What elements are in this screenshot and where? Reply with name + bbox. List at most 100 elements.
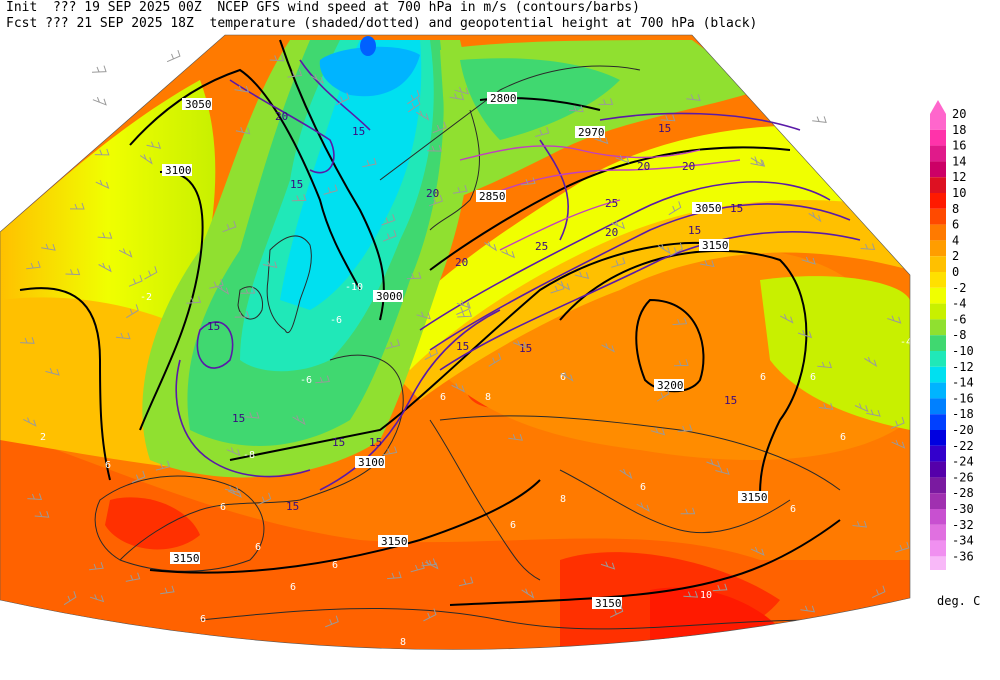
label-bg xyxy=(592,597,622,609)
wind-barb xyxy=(656,387,670,402)
legend-label: -32 xyxy=(952,518,974,532)
wind-barb xyxy=(712,583,728,592)
wind-barb xyxy=(454,86,469,95)
temp-hot-iberia xyxy=(105,497,200,550)
wind-label: 15 xyxy=(332,436,345,449)
wind-barb xyxy=(818,403,834,410)
label-bg xyxy=(355,456,385,468)
legend-label: -18 xyxy=(952,407,974,421)
wind-barb xyxy=(315,375,330,384)
label-bg xyxy=(487,92,517,104)
wind-barb xyxy=(69,202,85,210)
wind-barb xyxy=(336,92,350,106)
wind-barb xyxy=(240,286,256,294)
wind-label: 15 xyxy=(519,342,532,355)
temp-label: -6 xyxy=(330,315,342,326)
wind-barb xyxy=(750,156,764,167)
wind-barb xyxy=(535,126,550,137)
legend-label: -10 xyxy=(952,344,974,358)
wind-barb xyxy=(817,361,833,369)
wind-label: 15 xyxy=(658,122,671,135)
wind-barb xyxy=(387,571,402,580)
british-isles xyxy=(266,235,312,333)
contour-3150-north xyxy=(229,241,721,461)
height-label: 2800 xyxy=(490,92,517,105)
temp-label: 6 xyxy=(290,582,296,593)
legend-label: 4 xyxy=(952,233,959,247)
wind-barb xyxy=(155,460,171,471)
wind-barb xyxy=(23,417,37,427)
height-label: 3150 xyxy=(381,535,408,548)
wind-barb xyxy=(556,281,571,291)
wind-barb xyxy=(686,94,701,101)
height-label: 2850 xyxy=(479,190,506,203)
wind-barb xyxy=(186,296,202,304)
temp-east-cool xyxy=(760,276,910,430)
legend-label: 8 xyxy=(952,202,959,216)
temp-label: -8 xyxy=(243,450,255,461)
temp-label: 6 xyxy=(220,502,226,513)
wind-barb xyxy=(458,576,474,587)
wind-barb xyxy=(209,279,224,289)
temperature-field xyxy=(0,35,910,650)
temp-north-atlantic xyxy=(0,80,216,330)
height-label: 3200 xyxy=(657,379,684,392)
temp-label: 2 xyxy=(40,432,46,443)
temp-label: -10 xyxy=(345,282,363,293)
legend-swatch xyxy=(930,145,946,162)
wind-contours-strong xyxy=(459,145,741,251)
wind-label: 15 xyxy=(456,340,469,353)
jet-core-1 xyxy=(419,181,831,331)
wind-label: 15 xyxy=(730,202,743,215)
legend-label: 10 xyxy=(952,186,966,200)
jet-france xyxy=(319,309,501,491)
wind-barb xyxy=(680,507,696,515)
wind-barb xyxy=(672,317,688,326)
temp-trough-core xyxy=(280,40,422,310)
legend-swatch xyxy=(930,287,946,304)
wind-barb xyxy=(808,212,822,223)
legend-swatch xyxy=(930,556,946,570)
wind-barb xyxy=(636,502,650,512)
label-bg xyxy=(476,190,506,202)
wind-barb xyxy=(619,468,633,480)
wind-barb xyxy=(34,511,50,518)
wind-barb xyxy=(222,220,237,233)
temp-label: 8 xyxy=(560,494,566,505)
contour-3150-se xyxy=(449,519,841,606)
legend-label: 18 xyxy=(952,123,966,137)
wind-barb xyxy=(594,136,609,145)
wind-barb xyxy=(65,268,81,276)
contour-3150-east xyxy=(559,249,808,501)
wind-barb xyxy=(125,572,141,582)
wind-barb xyxy=(657,244,671,255)
wind-barb xyxy=(598,98,614,105)
label-bg xyxy=(182,98,212,110)
temp-front-band-yellow xyxy=(390,125,910,370)
legend-label: -16 xyxy=(952,391,974,405)
wind-barb xyxy=(424,560,439,570)
wind-barb xyxy=(262,260,278,269)
wind-barb xyxy=(407,90,420,105)
legend-label: -20 xyxy=(952,423,974,437)
wind-barb xyxy=(895,541,910,553)
legend-label: -26 xyxy=(952,470,974,484)
wind-label: 25 xyxy=(605,197,618,210)
wind-barb xyxy=(216,284,230,295)
wind-barb xyxy=(428,194,443,207)
legend-label: -34 xyxy=(952,534,974,548)
france-coast xyxy=(119,354,404,561)
temp-label: 8 xyxy=(400,637,406,648)
wind-barb xyxy=(457,310,472,318)
temp-label: 6 xyxy=(440,392,446,403)
legend-units: deg. C xyxy=(937,594,981,608)
wind-barb xyxy=(118,248,133,258)
wind-barb xyxy=(234,85,250,93)
legend-label: -8 xyxy=(952,328,966,342)
wind-barb xyxy=(63,591,77,606)
wind-barb xyxy=(451,383,465,393)
contour-west xyxy=(19,287,111,481)
jet-strong-1 xyxy=(459,145,701,161)
legend-swatch xyxy=(930,193,946,209)
